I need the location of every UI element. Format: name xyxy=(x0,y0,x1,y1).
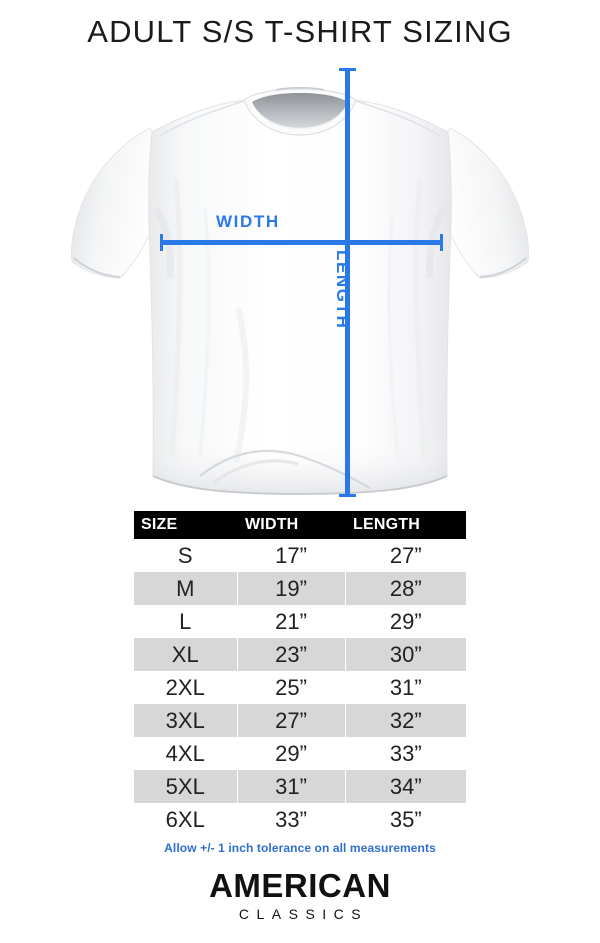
cell-length: 27” xyxy=(345,539,466,572)
cell-length: 30” xyxy=(345,638,466,671)
table-row: 4XL 29” 33” xyxy=(134,737,466,770)
cell-size: 5XL xyxy=(134,770,238,803)
cell-width: 27” xyxy=(237,704,346,737)
cell-width: 29” xyxy=(237,737,346,770)
cell-width: 25” xyxy=(237,671,346,704)
cell-length: 35” xyxy=(345,803,466,836)
table-row: M 19” 28” xyxy=(134,572,466,605)
cell-size: M xyxy=(134,572,238,605)
table-row: 6XL 33” 35” xyxy=(134,803,466,836)
table-header-row: SIZE WIDTH LENGTH xyxy=(134,511,466,539)
cell-length: 34” xyxy=(345,770,466,803)
table-row: S 17” 27” xyxy=(134,539,466,572)
table-row: L 21” 29” xyxy=(134,605,466,638)
cell-length: 31” xyxy=(345,671,466,704)
cell-size: 2XL xyxy=(134,671,238,704)
header-length: LENGTH xyxy=(345,511,466,539)
cell-size: 4XL xyxy=(134,737,238,770)
cell-width: 17” xyxy=(237,539,346,572)
cell-width: 33” xyxy=(237,803,346,836)
cell-width: 31” xyxy=(237,770,346,803)
cell-size: L xyxy=(134,605,238,638)
cell-size: 6XL xyxy=(134,803,238,836)
cell-length: 33” xyxy=(345,737,466,770)
table-row: 2XL 25” 31” xyxy=(134,671,466,704)
cell-length: 32” xyxy=(345,704,466,737)
brand-secondary: CLASSICS xyxy=(238,906,369,922)
table-row: 3XL 27” 32” xyxy=(134,704,466,737)
cell-size: S xyxy=(134,539,238,572)
table-body: S 17” 27” M 19” 28” L 21” 29” XL 23” 30”… xyxy=(134,539,466,836)
cell-size: 3XL xyxy=(134,704,238,737)
table-row: XL 23” 30” xyxy=(134,638,466,671)
table-row: 5XL 31” 34” xyxy=(134,770,466,803)
tolerance-note: Allow +/- 1 inch tolerance on all measur… xyxy=(164,841,436,855)
cell-size: XL xyxy=(134,638,238,671)
tshirt-diagram: WIDTH LENGTH xyxy=(0,58,600,506)
cell-length: 29” xyxy=(345,605,466,638)
header-size: SIZE xyxy=(134,511,238,539)
cell-width: 23” xyxy=(237,638,346,671)
page-title: ADULT S/S T-SHIRT SIZING xyxy=(87,14,513,49)
cell-width: 19” xyxy=(237,572,346,605)
size-chart-table: SIZE WIDTH LENGTH S 17” 27” M 19” 28” L … xyxy=(134,511,466,836)
cell-width: 21” xyxy=(237,605,346,638)
brand-logo: AMERICAN CLASSICS xyxy=(0,868,600,924)
header-width: WIDTH xyxy=(237,511,346,539)
tshirt-illustration xyxy=(71,86,529,495)
cell-length: 28” xyxy=(345,572,466,605)
brand-primary: AMERICAN xyxy=(209,867,391,904)
